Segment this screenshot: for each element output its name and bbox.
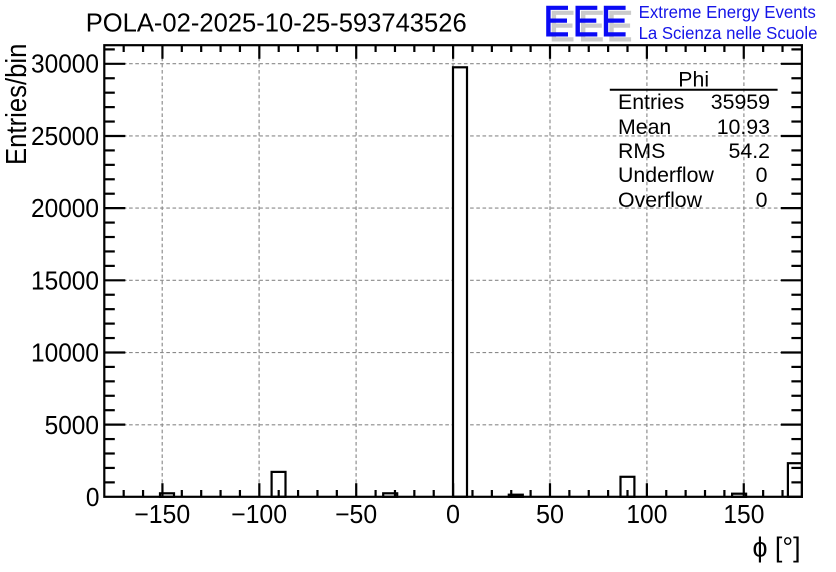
svg-text:Phi: Phi: [678, 68, 709, 92]
svg-text:0: 0: [756, 188, 768, 212]
svg-text:Underflow: Underflow: [618, 163, 714, 187]
svg-text:10000: 10000: [31, 338, 99, 368]
svg-text:25000: 25000: [31, 121, 99, 151]
svg-text:54.2: 54.2: [729, 139, 770, 163]
svg-text:100: 100: [626, 499, 667, 529]
svg-text:La Scienza nelle Scuole: La Scienza nelle Scuole: [639, 23, 818, 43]
svg-text:35959: 35959: [711, 90, 770, 114]
svg-text:0: 0: [446, 499, 460, 529]
svg-text:0: 0: [86, 482, 100, 512]
svg-text:RMS: RMS: [618, 139, 665, 163]
svg-text:30000: 30000: [31, 49, 99, 79]
svg-text:−150: −150: [134, 499, 190, 529]
svg-text:5000: 5000: [45, 410, 99, 440]
svg-text:20000: 20000: [31, 193, 99, 223]
svg-text:−50: −50: [335, 499, 377, 529]
svg-text:15000: 15000: [31, 265, 99, 295]
svg-text:Entries: Entries: [618, 90, 684, 114]
svg-text:Extreme Energy Events: Extreme Energy Events: [639, 2, 816, 22]
svg-text:150: 150: [723, 499, 764, 529]
svg-text:0: 0: [756, 163, 768, 187]
svg-text:Overflow: Overflow: [618, 188, 703, 212]
svg-text:Mean: Mean: [618, 115, 671, 139]
svg-text:POLA-02-2025-10-25-593743526: POLA-02-2025-10-25-593743526: [86, 10, 467, 38]
svg-text:ϕ [°]: ϕ [°]: [753, 532, 801, 563]
svg-text:10.93: 10.93: [717, 115, 770, 139]
svg-text:−100: −100: [231, 499, 287, 529]
svg-text:Entries/bin: Entries/bin: [1, 44, 33, 165]
svg-text:50: 50: [536, 499, 564, 529]
